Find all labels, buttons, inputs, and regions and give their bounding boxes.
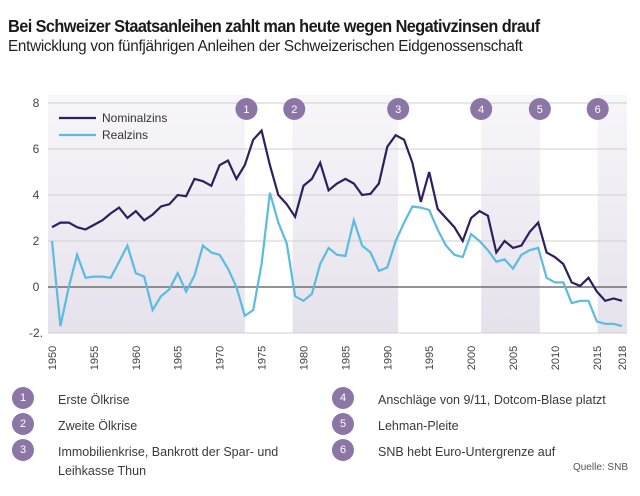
event-badge: 6 — [332, 439, 354, 461]
event-label: Erste Ölkrise — [58, 393, 130, 407]
event-marker-label: 5 — [537, 104, 543, 116]
series-line-nominalzins — [51, 128, 623, 303]
event-marker-circle — [586, 98, 609, 120]
event-marker-label: 1 — [243, 104, 249, 116]
event-marker-circle — [283, 98, 306, 120]
y-tick-label: 4 — [33, 188, 40, 202]
event-badge: 1 — [12, 387, 34, 409]
chart-title: Bei Schweizer Staatsanleihen zahlt man h… — [8, 16, 540, 36]
x-tick-label: 2010 — [550, 346, 562, 370]
x-tick-label: 2015 — [592, 346, 604, 370]
event-label: Immobilienkrise, Bankrott der Spar- und … — [58, 445, 279, 478]
x-tick-label: 1985 — [340, 346, 352, 370]
x-tick-label: 2005 — [508, 346, 520, 370]
event-item-2: 2 Zweite Ölkrise — [12, 413, 298, 436]
line-chart: 8 6 4 2 0 -2. 1950 1955 1960 1965 1970 1975 1980 198… — [29, 95, 629, 370]
event-item-1: 1 Erste Ölkrise — [12, 387, 298, 410]
chart-subtitle: Entwicklung von fünfjährigen Anleihen de… — [8, 38, 523, 55]
event-badge: 5 — [332, 413, 354, 435]
event-badge: 3 — [12, 439, 34, 461]
x-tick-label: 2000 — [466, 346, 478, 370]
x-tick-label: 1955 — [89, 346, 101, 370]
event-marker-label: 2 — [291, 104, 297, 116]
y-tick-label: 0 — [33, 280, 40, 294]
event-marker-3: 3 — [387, 98, 410, 120]
event-marker-4: 4 — [470, 98, 493, 120]
y-tick-label: -2. — [29, 326, 43, 340]
x-tick-label: 1950 — [47, 346, 59, 370]
shaded-period — [597, 95, 627, 333]
shaded-period — [481, 95, 540, 333]
legend-label-real: Realzins — [102, 128, 148, 142]
event-item-6: 6 SNB hebt Euro-Untergrenze auf — [332, 439, 618, 462]
event-label: Zweite Ölkrise — [58, 419, 138, 433]
y-tick-label: 6 — [33, 142, 40, 156]
shaded-period — [292, 95, 399, 333]
event-marker-circle — [387, 98, 410, 120]
series-line-realzins — [50, 192, 623, 328]
event-item-5: 5 Lehman-Pleite — [332, 413, 618, 436]
event-marker-circle — [470, 98, 493, 120]
x-tick-label: 1970 — [215, 346, 227, 370]
event-marker-5: 5 — [528, 98, 551, 120]
y-tick-label: 2 — [33, 234, 40, 248]
x-tick-label: 1960 — [131, 346, 143, 370]
event-marker-6: 6 — [586, 98, 609, 120]
event-badge: 2 — [12, 413, 34, 435]
event-marker-circle — [528, 98, 551, 120]
event-marker-label: 6 — [595, 104, 601, 116]
event-label: Lehman-Pleite — [378, 419, 459, 433]
source-note: Quelle: SNB — [572, 462, 628, 473]
event-marker-label: 3 — [395, 104, 401, 116]
x-tick-label: 1995 — [424, 346, 436, 370]
event-marker-2: 2 — [283, 98, 306, 120]
event-badge: 4 — [332, 387, 354, 409]
legend-label-nominal: Nominalzins — [102, 111, 167, 125]
x-tick-label: 1990 — [382, 346, 394, 370]
y-tick-label: 8 — [33, 96, 40, 110]
event-label: Anschläge von 9/11, Dotcom-Blase platzt — [378, 393, 606, 407]
x-tick-label: 1965 — [173, 346, 185, 370]
event-label: SNB hebt Euro-Untergrenze auf — [378, 445, 556, 459]
event-item-4: 4 Anschläge von 9/11, Dotcom-Blase platz… — [332, 387, 640, 410]
x-tick-label: 1980 — [298, 346, 310, 370]
event-marker-1: 1 — [235, 98, 258, 120]
x-tick-label: 1975 — [257, 346, 269, 370]
event-marker-label: 4 — [478, 104, 484, 116]
event-marker-circle — [235, 98, 258, 120]
event-item-3: 3 Immobilienkrise, Bankrott der Spar- un… — [12, 439, 298, 481]
x-tick-label: 2018 — [617, 346, 629, 370]
